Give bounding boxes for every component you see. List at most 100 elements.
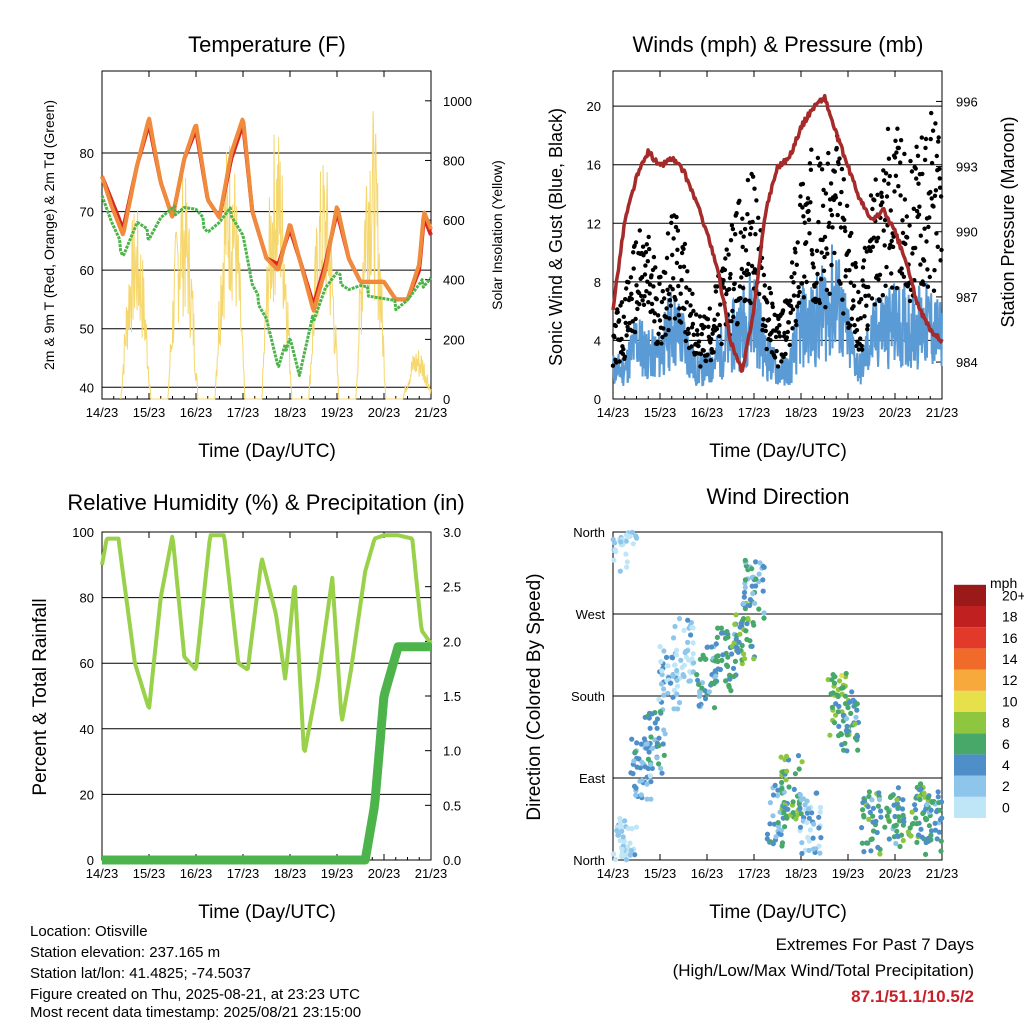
winds-ytick-right: 993	[956, 160, 978, 175]
direction-point	[919, 834, 925, 840]
gust-point	[655, 339, 660, 344]
gust-point	[904, 214, 909, 219]
direction-point	[869, 836, 875, 842]
gust-point	[644, 242, 649, 247]
gust-point	[868, 193, 874, 198]
direction-point	[775, 820, 781, 826]
gust-point	[749, 225, 754, 231]
gust-point	[870, 244, 876, 249]
gust-point	[667, 298, 673, 303]
gust-point	[641, 302, 647, 307]
direction-point	[891, 802, 897, 808]
gust-point	[788, 298, 793, 303]
gust-point	[750, 174, 756, 179]
gust-point	[842, 217, 847, 222]
direction-point	[634, 764, 640, 770]
gust-point	[886, 181, 891, 186]
direction-point	[811, 846, 817, 852]
direction-point	[665, 690, 671, 696]
gust-point	[631, 266, 636, 271]
direction-point	[749, 643, 755, 649]
direction-point	[722, 635, 729, 642]
direction-point	[630, 541, 636, 547]
gust-point	[785, 329, 790, 335]
direction-point	[634, 535, 640, 541]
gust-point	[683, 338, 689, 344]
direction-point	[648, 796, 654, 802]
gust-points	[610, 110, 944, 369]
gust-point	[768, 291, 774, 296]
direction-point	[909, 809, 915, 815]
gust-point	[921, 282, 926, 287]
direction-point	[658, 765, 664, 772]
direction-point	[760, 588, 766, 594]
gust-point	[923, 145, 928, 151]
direction-point	[827, 732, 833, 738]
direction-point	[613, 856, 619, 863]
gust-point	[931, 204, 936, 209]
gust-point	[925, 267, 930, 272]
gust-point	[936, 139, 941, 144]
gust-point	[838, 225, 844, 230]
gust-point	[746, 271, 751, 277]
station-pressure-line	[611, 93, 944, 373]
gust-point	[809, 147, 814, 152]
direction-point	[918, 781, 924, 787]
direction-point	[938, 838, 944, 844]
direction-point	[795, 753, 802, 759]
gust-point	[936, 135, 941, 140]
direction-point	[732, 621, 738, 627]
footer-location: Location: Otisville	[30, 923, 148, 940]
direction-point	[847, 699, 853, 705]
direction-point	[627, 840, 633, 846]
direction-point	[649, 711, 655, 717]
gust-point	[697, 314, 703, 319]
gust-point	[738, 296, 743, 301]
direction-point	[621, 839, 627, 845]
direction-point	[681, 662, 687, 668]
direction-point	[912, 802, 918, 808]
direction-point	[835, 709, 841, 715]
humidity-xlabel: Time (Day/UTC)	[198, 902, 336, 923]
gust-point	[738, 230, 743, 235]
direction-point	[675, 706, 681, 712]
gust-point	[900, 230, 906, 236]
gust-point	[702, 324, 707, 330]
gust-point	[636, 290, 642, 296]
direction-point	[843, 716, 850, 722]
legend-swatch	[954, 690, 986, 712]
gust-point	[661, 326, 666, 331]
gust-point	[832, 250, 837, 256]
direction-point	[866, 793, 872, 800]
gust-point	[718, 302, 723, 307]
gust-point	[835, 212, 840, 218]
gust-point	[819, 167, 825, 172]
gust-point	[865, 327, 870, 332]
gust-point	[939, 247, 944, 253]
gust-point	[739, 275, 744, 280]
direction-point	[702, 696, 709, 702]
direction-point	[860, 807, 866, 813]
gust-point	[690, 291, 695, 296]
direction-point	[619, 828, 625, 834]
legend-swatch	[954, 606, 986, 628]
direction-point	[897, 843, 903, 850]
gust-point	[748, 232, 753, 237]
direction-point	[747, 638, 753, 644]
direction-point	[629, 736, 635, 742]
gust-point	[651, 284, 656, 289]
direction-point	[898, 832, 905, 838]
direction-point	[799, 840, 805, 846]
temperature-ytick-right: 400	[443, 273, 465, 288]
winds-ytick-left: 20	[587, 99, 601, 114]
gust-point	[833, 195, 838, 200]
gust-point	[901, 274, 907, 279]
direction-point	[925, 836, 931, 842]
direction-point	[854, 701, 860, 707]
direction-point	[783, 753, 790, 759]
gust-point	[933, 121, 938, 126]
direction-point	[644, 796, 650, 802]
humidity-ytick-left: 60	[80, 656, 94, 671]
direction-point	[678, 657, 684, 663]
gust-point	[807, 231, 812, 236]
